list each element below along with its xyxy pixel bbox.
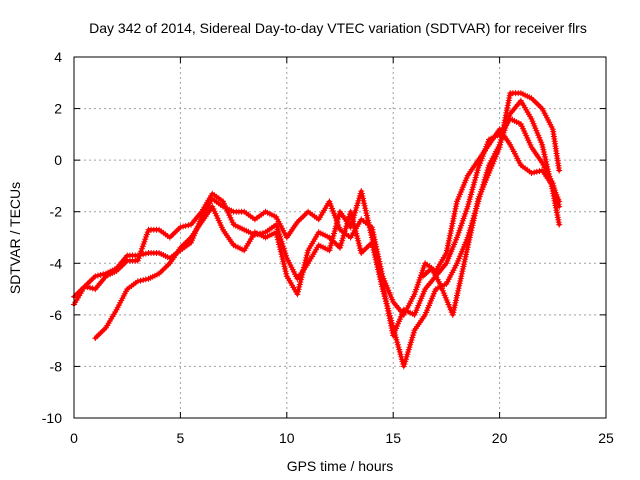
axis-ticks: 0 5 10 15 20 25 -10 -8 -6 -4 -2 0 2 4	[42, 49, 614, 446]
data-point-markers	[420, 90, 563, 318]
x-tick-label: 20	[492, 430, 508, 446]
y-tick-label: 0	[54, 152, 62, 168]
chart-title: Day 342 of 2014, Sidereal Day-to-day VTE…	[89, 20, 587, 36]
y-tick-label: -6	[50, 307, 63, 323]
y-tick-label: -2	[50, 204, 63, 220]
y-tick-label: -10	[42, 410, 62, 426]
y-tick-label: 4	[54, 49, 62, 65]
y-axis-label: SDTVAR / TECUs	[7, 182, 23, 294]
y-tick-label: 2	[54, 101, 62, 117]
x-axis-label: GPS time / hours	[287, 458, 394, 474]
x-tick-label: 25	[598, 430, 614, 446]
plot-frame	[73, 56, 607, 419]
y-tick-label: -4	[50, 255, 63, 271]
x-tick-label: 10	[279, 430, 295, 446]
x-tick-label: 5	[177, 430, 185, 446]
data-track	[420, 90, 563, 318]
y-tick-label: -8	[50, 358, 63, 374]
x-tick-label: 15	[385, 430, 401, 446]
x-tick-label: 0	[70, 430, 78, 446]
